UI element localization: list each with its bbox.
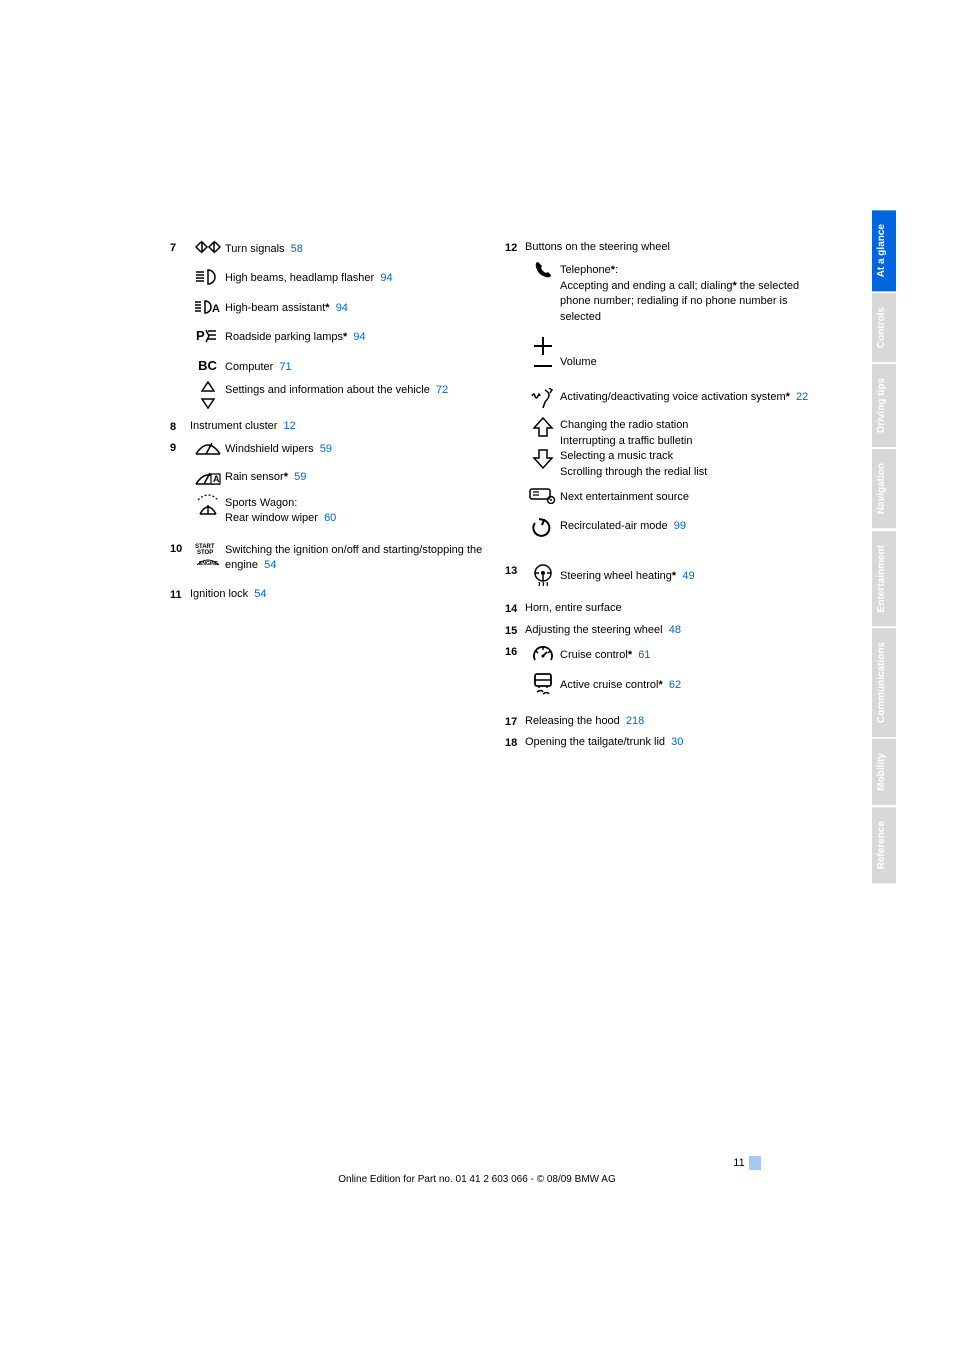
footer-line: Online Edition for Part no. 01 41 2 603 …: [0, 1174, 954, 1185]
item-high-beam-assistant: A High-beam assistant* 94: [170, 299, 485, 316]
page-ref[interactable]: 12: [284, 420, 296, 432]
parking-lamps-icon: P: [190, 328, 225, 344]
page-ref[interactable]: 71: [279, 361, 291, 373]
high-beam-assistant-icon: A: [190, 299, 225, 315]
entertainment-source-icon: [525, 488, 560, 504]
svg-text:P: P: [196, 328, 205, 343]
footer: 11 Online Edition for Part no. 01 41 2 6…: [0, 1156, 954, 1185]
tab-controls[interactable]: Controls: [872, 293, 896, 362]
item-7-turn-signals: 7 Turn signals 58: [170, 240, 485, 257]
item-settings: Settings and information about the vehic…: [170, 381, 485, 409]
page-ref[interactable]: 218: [626, 715, 644, 727]
item-recirculated-air: Recirculated-air mode 99: [505, 517, 830, 539]
item-active-cruise: Active cruise control* 62: [505, 672, 830, 698]
page-ref[interactable]: 62: [669, 679, 681, 691]
volume-icon: [525, 337, 560, 369]
content-area: 7 Turn signals 58 High beams, headlamp f…: [170, 240, 830, 757]
item-9-wipers: 9 Windshield wipers 59: [170, 440, 485, 457]
item-computer: BC Computer 71: [170, 358, 485, 375]
item-8-instrument-cluster: 8 Instrument cluster 12: [170, 419, 485, 434]
item-17-hood: 17 Releasing the hood 218: [505, 714, 830, 729]
turn-signals-icon: [190, 240, 225, 254]
page-ref[interactable]: 30: [671, 736, 683, 748]
sidebar-tabs: At a glance Controls Driving tips Naviga…: [872, 210, 896, 885]
tab-entertainment[interactable]: Entertainment: [872, 531, 896, 626]
tab-at-a-glance[interactable]: At a glance: [872, 210, 896, 291]
item-radio-station: Changing the radio stationInterrupting a…: [505, 416, 830, 480]
tab-mobility[interactable]: Mobility: [872, 739, 896, 805]
item-telephone: Telephone*:Accepting and ending a call; …: [505, 261, 830, 325]
item-11-ignition-lock: 11 Ignition lock 54: [170, 587, 485, 602]
svg-text:ENGINE: ENGINE: [199, 561, 219, 567]
page-ref[interactable]: 94: [353, 331, 365, 343]
telephone-icon: [525, 261, 560, 279]
windshield-wipers-icon: [190, 440, 225, 456]
tab-reference[interactable]: Reference: [872, 807, 896, 883]
item-13-wheel-heating: 13 Steering wheel heating* 49: [505, 563, 830, 587]
left-column: 7 Turn signals 58 High beams, headlamp f…: [170, 240, 500, 757]
page-ref[interactable]: 49: [682, 570, 694, 582]
svg-text:A: A: [212, 303, 220, 315]
tab-driving-tips[interactable]: Driving tips: [872, 364, 896, 447]
item-18-tailgate: 18 Opening the tailgate/trunk lid 30: [505, 735, 830, 750]
item-next-source: Next entertainment source: [505, 488, 830, 505]
page-ref[interactable]: 99: [674, 520, 686, 532]
page-ref[interactable]: 54: [264, 559, 276, 571]
up-down-triangle-icon: [190, 381, 225, 409]
page-ref[interactable]: 72: [436, 384, 448, 396]
page-ref[interactable]: 58: [291, 243, 303, 255]
page-ref[interactable]: 48: [669, 624, 681, 636]
page-ref[interactable]: 94: [336, 302, 348, 314]
up-down-arrows-icon: [525, 416, 560, 470]
right-column: 12 Buttons on the steering wheel Telepho…: [500, 240, 830, 757]
high-beams-icon: [190, 269, 225, 285]
active-cruise-control-icon: [525, 672, 560, 698]
tab-communications[interactable]: Communications: [872, 628, 896, 737]
item-14-horn: 14 Horn, entire surface: [505, 601, 830, 616]
page-ref[interactable]: 59: [320, 443, 332, 455]
item-12-header: 12 Buttons on the steering wheel: [505, 240, 830, 255]
rear-wiper-icon: [190, 494, 225, 516]
rain-sensor-icon: A: [190, 468, 225, 486]
start-stop-engine-icon: STARTSTOPENGINE: [190, 541, 225, 567]
item-16-cruise: 16 Cruise control* 61: [505, 644, 830, 664]
voice-activation-icon: [525, 388, 560, 410]
cruise-control-icon: [525, 644, 560, 664]
item-roadside-parking: P Roadside parking lamps* 94: [170, 328, 485, 345]
computer-icon: BC: [190, 358, 225, 373]
steering-wheel-heating-icon: [525, 563, 560, 587]
tab-navigation[interactable]: Navigation: [872, 449, 896, 528]
page-ref[interactable]: 59: [294, 471, 306, 483]
item-rear-wiper: Sports Wagon:Rear window wiper 60: [170, 494, 485, 527]
page-ref[interactable]: 60: [324, 512, 336, 524]
page-ref[interactable]: 54: [254, 588, 266, 600]
item-rain-sensor: A Rain sensor* 59: [170, 468, 485, 486]
item-voice-activation: Activating/deactivating voice activation…: [505, 388, 830, 410]
page-ref[interactable]: 61: [638, 649, 650, 661]
svg-text:STOP: STOP: [197, 550, 213, 556]
item-10-ignition: 10 STARTSTOPENGINE Switching the ignitio…: [170, 541, 485, 574]
page-number: 11: [0, 1156, 954, 1170]
page-ref[interactable]: 22: [796, 391, 808, 403]
svg-text:A: A: [213, 474, 220, 484]
item-volume: Volume: [505, 337, 830, 370]
item-15-adjust-wheel: 15 Adjusting the steering wheel 48: [505, 623, 830, 638]
recirculated-air-icon: [525, 517, 560, 539]
page-ref[interactable]: 94: [380, 272, 392, 284]
item-high-beams: High beams, headlamp flasher 94: [170, 269, 485, 286]
